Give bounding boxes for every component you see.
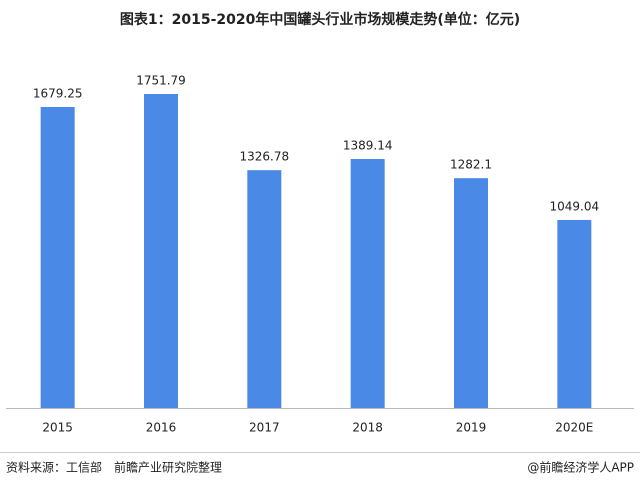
- bar: [557, 219, 592, 408]
- x-tick-label: 2018: [352, 421, 383, 435]
- bar: [247, 170, 282, 408]
- data-label: 1326.78: [240, 150, 290, 164]
- bar: [454, 178, 488, 408]
- x-tick-label: 2015: [42, 421, 73, 435]
- bar: [144, 94, 178, 408]
- data-label: 1751.79: [136, 74, 186, 88]
- x-tick-label: 2020E: [555, 421, 593, 435]
- data-label: 1389.14: [343, 139, 393, 153]
- source-note: 资料来源：工信部 前瞻产业研究院整理: [6, 460, 222, 475]
- chart-title: 图表1：2015-2020年中国罐头行业市场规模走势(单位：亿元): [120, 11, 520, 28]
- x-tick-label: 2019: [456, 421, 487, 435]
- x-tick-label: 2017: [249, 421, 280, 435]
- credit: @前瞻经济学人APP: [527, 460, 634, 475]
- data-label: 1049.04: [550, 199, 600, 213]
- data-label: 1282.1: [450, 158, 492, 172]
- data-label: 1679.25: [33, 87, 83, 101]
- bar: [350, 159, 385, 408]
- bar: [40, 107, 75, 409]
- x-tick-label: 2016: [146, 421, 177, 435]
